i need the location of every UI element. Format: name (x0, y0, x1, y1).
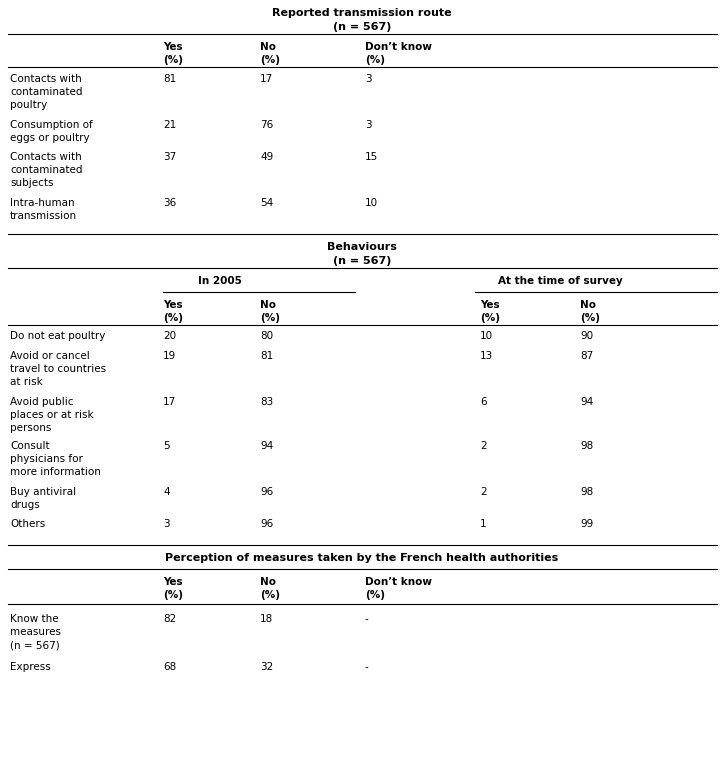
Text: 20: 20 (163, 331, 176, 341)
Text: Do not eat poultry: Do not eat poultry (10, 331, 105, 341)
Text: No: No (260, 300, 276, 310)
Text: (%): (%) (260, 313, 280, 323)
Text: 98: 98 (580, 441, 593, 451)
Text: 94: 94 (260, 441, 273, 451)
Text: 54: 54 (260, 198, 273, 208)
Text: 87: 87 (580, 351, 593, 361)
Text: 10: 10 (480, 331, 493, 341)
Text: Consult
physicians for
more information: Consult physicians for more information (10, 441, 101, 477)
Text: (%): (%) (163, 313, 183, 323)
Text: 36: 36 (163, 198, 176, 208)
Text: Yes: Yes (163, 42, 183, 52)
Text: 2: 2 (480, 487, 486, 497)
Text: Reported transmission route: Reported transmission route (272, 8, 452, 18)
Text: Express: Express (10, 662, 51, 672)
Text: 94: 94 (580, 397, 593, 407)
Text: (%): (%) (580, 313, 600, 323)
Text: 37: 37 (163, 152, 176, 162)
Text: 32: 32 (260, 662, 273, 672)
Text: (%): (%) (365, 590, 385, 600)
Text: (%): (%) (480, 313, 500, 323)
Text: Know the
measures
(n = 567): Know the measures (n = 567) (10, 614, 61, 651)
Text: Contacts with
contaminated
poultry: Contacts with contaminated poultry (10, 74, 83, 110)
Text: 2: 2 (480, 441, 486, 451)
Text: (n = 567): (n = 567) (333, 22, 392, 32)
Text: Behaviours: Behaviours (327, 242, 397, 252)
Text: (%): (%) (163, 590, 183, 600)
Text: No: No (260, 42, 276, 52)
Text: 82: 82 (163, 614, 176, 624)
Text: In 2005: In 2005 (198, 276, 242, 286)
Text: 90: 90 (580, 331, 593, 341)
Text: Avoid or cancel
travel to countries
at risk: Avoid or cancel travel to countries at r… (10, 351, 106, 387)
Text: 1: 1 (480, 519, 486, 529)
Text: At the time of survey: At the time of survey (497, 276, 622, 286)
Text: Contacts with
contaminated
subjects: Contacts with contaminated subjects (10, 152, 83, 188)
Text: 18: 18 (260, 614, 273, 624)
Text: 81: 81 (163, 74, 176, 84)
Text: 3: 3 (365, 120, 372, 130)
Text: -: - (365, 662, 369, 672)
Text: 96: 96 (260, 519, 273, 529)
Text: 83: 83 (260, 397, 273, 407)
Text: (%): (%) (163, 55, 183, 65)
Text: 3: 3 (163, 519, 170, 529)
Text: Yes: Yes (163, 577, 183, 587)
Text: Yes: Yes (163, 300, 183, 310)
Text: Buy antiviral
drugs: Buy antiviral drugs (10, 487, 76, 510)
Text: Don’t know: Don’t know (365, 42, 432, 52)
Text: 96: 96 (260, 487, 273, 497)
Text: 80: 80 (260, 331, 273, 341)
Text: Avoid public
places or at risk
persons: Avoid public places or at risk persons (10, 397, 94, 433)
Text: Perception of measures taken by the French health authorities: Perception of measures taken by the Fren… (165, 553, 559, 563)
Text: 5: 5 (163, 441, 170, 451)
Text: Consumption of
eggs or poultry: Consumption of eggs or poultry (10, 120, 93, 143)
Text: 99: 99 (580, 519, 593, 529)
Text: No: No (260, 577, 276, 587)
Text: (%): (%) (260, 55, 280, 65)
Text: 3: 3 (365, 74, 372, 84)
Text: Intra-human
transmission: Intra-human transmission (10, 198, 77, 221)
Text: 76: 76 (260, 120, 273, 130)
Text: 4: 4 (163, 487, 170, 497)
Text: Yes: Yes (480, 300, 500, 310)
Text: Others: Others (10, 519, 45, 529)
Text: 68: 68 (163, 662, 176, 672)
Text: 98: 98 (580, 487, 593, 497)
Text: (n = 567): (n = 567) (333, 256, 392, 266)
Text: 81: 81 (260, 351, 273, 361)
Text: (%): (%) (260, 590, 280, 600)
Text: 19: 19 (163, 351, 176, 361)
Text: 21: 21 (163, 120, 176, 130)
Text: 10: 10 (365, 198, 378, 208)
Text: (%): (%) (365, 55, 385, 65)
Text: 17: 17 (163, 397, 176, 407)
Text: 17: 17 (260, 74, 273, 84)
Text: No: No (580, 300, 596, 310)
Text: 49: 49 (260, 152, 273, 162)
Text: 15: 15 (365, 152, 378, 162)
Text: Don’t know: Don’t know (365, 577, 432, 587)
Text: 13: 13 (480, 351, 493, 361)
Text: -: - (365, 614, 369, 624)
Text: 6: 6 (480, 397, 486, 407)
